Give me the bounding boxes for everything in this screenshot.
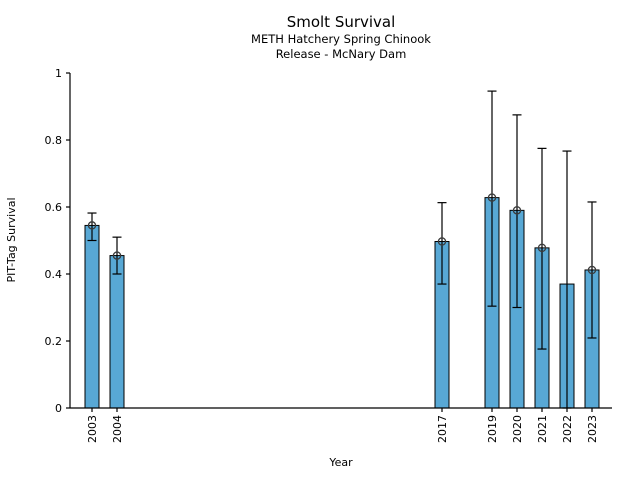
plot-area: 0 0.2 0.4 0.6 0.8 1 2003 2004 2017 2019 2020 2021 20… [45, 67, 612, 443]
x-tick-label-2021: 2021 [536, 415, 549, 443]
bar-2003 [84, 224, 100, 409]
y-tick-label-0: 0 [55, 402, 62, 415]
x-tick-label-2003: 2003 [86, 415, 99, 443]
x-tick-label-2017: 2017 [436, 415, 449, 443]
chart-title: Smolt Survival [287, 13, 396, 31]
chart-subtitle-hatchery: METH Hatchery Spring Chinook [251, 32, 431, 46]
x-tick-label-2020: 2020 [511, 415, 524, 443]
chart-subtitle-release: Release - McNary Dam [276, 47, 407, 61]
x-tick-label-2019: 2019 [486, 415, 499, 443]
x-tick-label-2004: 2004 [111, 415, 124, 443]
y-tick-label-0.8: 0.8 [45, 134, 63, 147]
y-tick-label-0.6: 0.6 [45, 201, 63, 214]
point-marker-2020 [512, 206, 522, 215]
point-marker-2003 [87, 221, 97, 230]
y-tick-label-0.2: 0.2 [45, 335, 63, 348]
y-tick-label-1: 1 [55, 67, 62, 80]
x-tick-label-2023: 2023 [586, 415, 599, 443]
point-marker-2021 [537, 243, 547, 253]
x-axis-label: Year [328, 456, 353, 469]
bar-2004 [109, 255, 125, 409]
y-axis-label: PIT-Tag Survival [5, 197, 18, 282]
point-marker-2023 [587, 265, 597, 275]
x-tick-label-2022: 2022 [561, 415, 574, 443]
y-tick-label-0.4: 0.4 [45, 268, 63, 281]
point-marker-2004 [112, 251, 122, 260]
point-marker-2019 [487, 193, 497, 202]
point-marker-2017 [437, 237, 447, 246]
